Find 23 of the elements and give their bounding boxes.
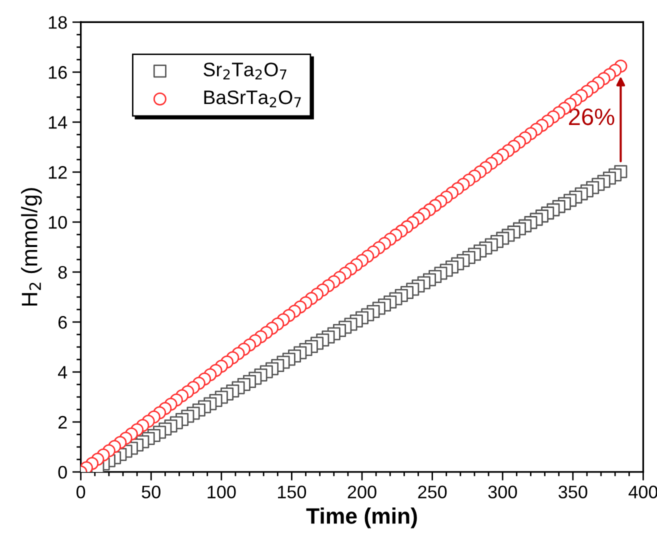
y-tick-label: 2 (58, 416, 67, 429)
x-tick-label: 250 (418, 486, 447, 498)
x-tick-label: 150 (278, 486, 306, 498)
y-tick-label: 12 (48, 166, 67, 179)
y-tick-label: 10 (48, 216, 67, 229)
x-axis-title: Time (min) (306, 508, 417, 528)
y-tick-label: 0 (58, 466, 67, 479)
y-axis-title: H$_{2}$ (mmol/g) (21, 188, 42, 306)
legend-label: BaSrTa$_{2}$O$_{7}$ (204, 90, 301, 108)
y-tick-label: 6 (58, 316, 67, 329)
x-tick-label: 100 (208, 486, 236, 498)
y-tick-label: 16 (48, 66, 67, 79)
annotation: 26% (569, 108, 614, 126)
legend-label: Sr$_{2}$Ta$_{2}$O$_{7}$ (204, 62, 286, 80)
y-tick-label: 14 (48, 116, 68, 129)
x-tick-label: 200 (348, 486, 376, 498)
x-tick-label: 50 (142, 486, 160, 498)
y-tick-label: 4 (58, 366, 68, 379)
x-tick-label: 300 (488, 486, 517, 498)
x-tick-label: 0 (76, 486, 86, 498)
y-tick-label: 8 (58, 266, 67, 279)
y-tick-label: 18 (48, 16, 67, 29)
x-tick-label: 350 (558, 486, 588, 498)
